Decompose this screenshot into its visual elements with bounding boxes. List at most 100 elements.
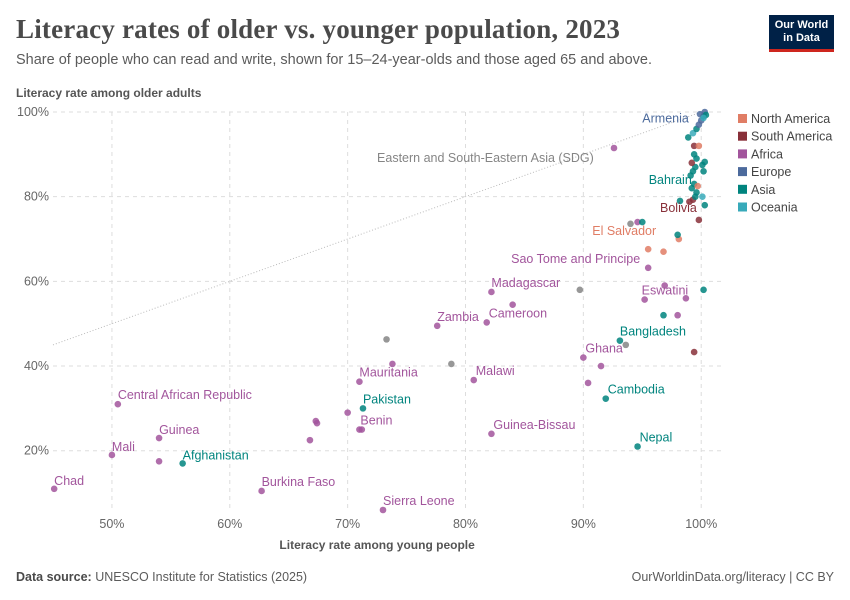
data-point[interactable] <box>359 405 367 412</box>
point-label: Ghana <box>585 342 623 356</box>
data-point[interactable] <box>660 248 667 256</box>
x-tick-label: 90% <box>571 517 596 531</box>
y-tick-label: 40% <box>24 359 49 373</box>
data-point[interactable] <box>488 430 495 438</box>
point-label: Bangladesh <box>620 325 686 339</box>
legend-label[interactable]: Africa <box>751 147 783 161</box>
data-point[interactable] <box>358 426 366 433</box>
x-tick-label: 80% <box>453 517 478 531</box>
data-point[interactable] <box>108 451 116 459</box>
data-point[interactable] <box>661 282 668 289</box>
legend-swatch[interactable] <box>738 114 747 123</box>
reference-line <box>52 111 702 346</box>
data-point[interactable] <box>700 114 707 122</box>
legend-swatch[interactable] <box>738 131 747 141</box>
x-axis-title: Literacy rate among young people <box>279 538 475 552</box>
point-label: Sierra Leone <box>383 494 455 508</box>
data-point[interactable] <box>306 436 314 444</box>
legend-label[interactable]: Oceania <box>751 201 798 215</box>
data-point[interactable] <box>602 395 610 402</box>
data-point[interactable] <box>634 443 641 450</box>
data-point[interactable] <box>488 288 495 296</box>
data-point[interactable] <box>674 311 681 319</box>
data-point[interactable] <box>674 231 681 239</box>
data-point[interactable] <box>313 419 321 427</box>
data-point[interactable] <box>155 458 163 465</box>
owid-logo[interactable]: Our World in Data <box>769 15 834 52</box>
data-point[interactable] <box>684 134 692 141</box>
data-point[interactable] <box>258 487 265 495</box>
chart-subtitle: Share of people who can read and write, … <box>16 52 653 68</box>
data-point[interactable] <box>644 264 652 272</box>
data-point[interactable] <box>597 362 605 370</box>
chart-title: Literacy rates of older vs. younger popu… <box>16 14 621 44</box>
legend-label[interactable]: Europe <box>751 165 791 179</box>
legend-swatch[interactable] <box>738 202 747 212</box>
y-axis-title: Literacy rate among older adults <box>16 86 202 100</box>
data-point[interactable] <box>344 409 351 416</box>
data-point[interactable] <box>155 434 163 442</box>
data-point[interactable] <box>693 189 700 196</box>
data-point[interactable] <box>638 218 646 226</box>
data-point[interactable] <box>695 142 703 150</box>
data-point[interactable] <box>470 376 478 384</box>
data-point[interactable] <box>627 220 634 228</box>
data-point[interactable] <box>690 348 698 356</box>
data-point[interactable] <box>699 193 706 200</box>
data-point[interactable] <box>660 311 667 319</box>
data-point[interactable] <box>448 360 455 368</box>
data-point[interactable] <box>509 301 516 308</box>
legend-label[interactable]: North America <box>751 112 830 126</box>
point-label: Pakistan <box>363 392 411 406</box>
footer-link[interactable]: OurWorldinData.org/literacy | CC BY <box>631 570 834 584</box>
legend-swatch[interactable] <box>738 149 747 159</box>
data-point[interactable] <box>483 319 491 326</box>
point-label: Burkina Faso <box>262 475 336 489</box>
data-point[interactable] <box>634 218 641 226</box>
x-tick-label: 50% <box>99 517 124 531</box>
data-point[interactable] <box>379 506 387 514</box>
data-point[interactable] <box>616 337 624 344</box>
legend-label[interactable]: South America <box>751 130 832 144</box>
data-point[interactable] <box>644 245 652 253</box>
point-label: Eswatini <box>642 284 689 298</box>
data-point[interactable] <box>688 159 696 167</box>
point-label: Malawi <box>476 364 515 378</box>
legend-label[interactable]: Asia <box>751 183 775 197</box>
data-point[interactable] <box>433 322 441 330</box>
point-label: Mali <box>112 440 135 454</box>
legend-swatch[interactable] <box>738 184 747 194</box>
data-point[interactable] <box>383 336 390 343</box>
data-point[interactable] <box>701 201 709 209</box>
data-point[interactable] <box>50 485 58 493</box>
legend-swatch[interactable] <box>738 167 747 177</box>
y-tick-label: 60% <box>24 274 49 288</box>
data-point[interactable] <box>682 294 690 302</box>
point-label: Eastern and South-Eastern Asia (SDG) <box>377 151 594 165</box>
data-point[interactable] <box>690 151 698 158</box>
data-point[interactable] <box>179 460 186 467</box>
y-tick-label: 20% <box>24 444 49 458</box>
data-point[interactable] <box>580 354 587 361</box>
x-tick-label: 100% <box>685 517 717 531</box>
data-point[interactable] <box>641 296 648 303</box>
data-source-text[interactable]: UNESCO Institute for Statistics (2025) <box>95 570 308 584</box>
point-label: Chad <box>54 474 84 488</box>
data-point[interactable] <box>584 379 592 387</box>
data-point[interactable] <box>622 341 630 349</box>
data-point[interactable] <box>610 144 618 152</box>
point-label: Mauritania <box>359 366 417 380</box>
data-point[interactable] <box>576 286 584 294</box>
data-point[interactable] <box>694 182 701 190</box>
data-point[interactable] <box>695 216 703 224</box>
data-point[interactable] <box>700 286 707 294</box>
data-point[interactable] <box>701 158 709 166</box>
data-point[interactable] <box>356 378 363 386</box>
data-point[interactable] <box>690 142 698 150</box>
y-tick-label: 80% <box>24 190 49 204</box>
data-point[interactable] <box>389 360 396 368</box>
y-tick-label: 100% <box>17 105 49 119</box>
data-point[interactable] <box>700 167 707 175</box>
data-point[interactable] <box>114 400 122 408</box>
data-point[interactable] <box>676 197 684 205</box>
